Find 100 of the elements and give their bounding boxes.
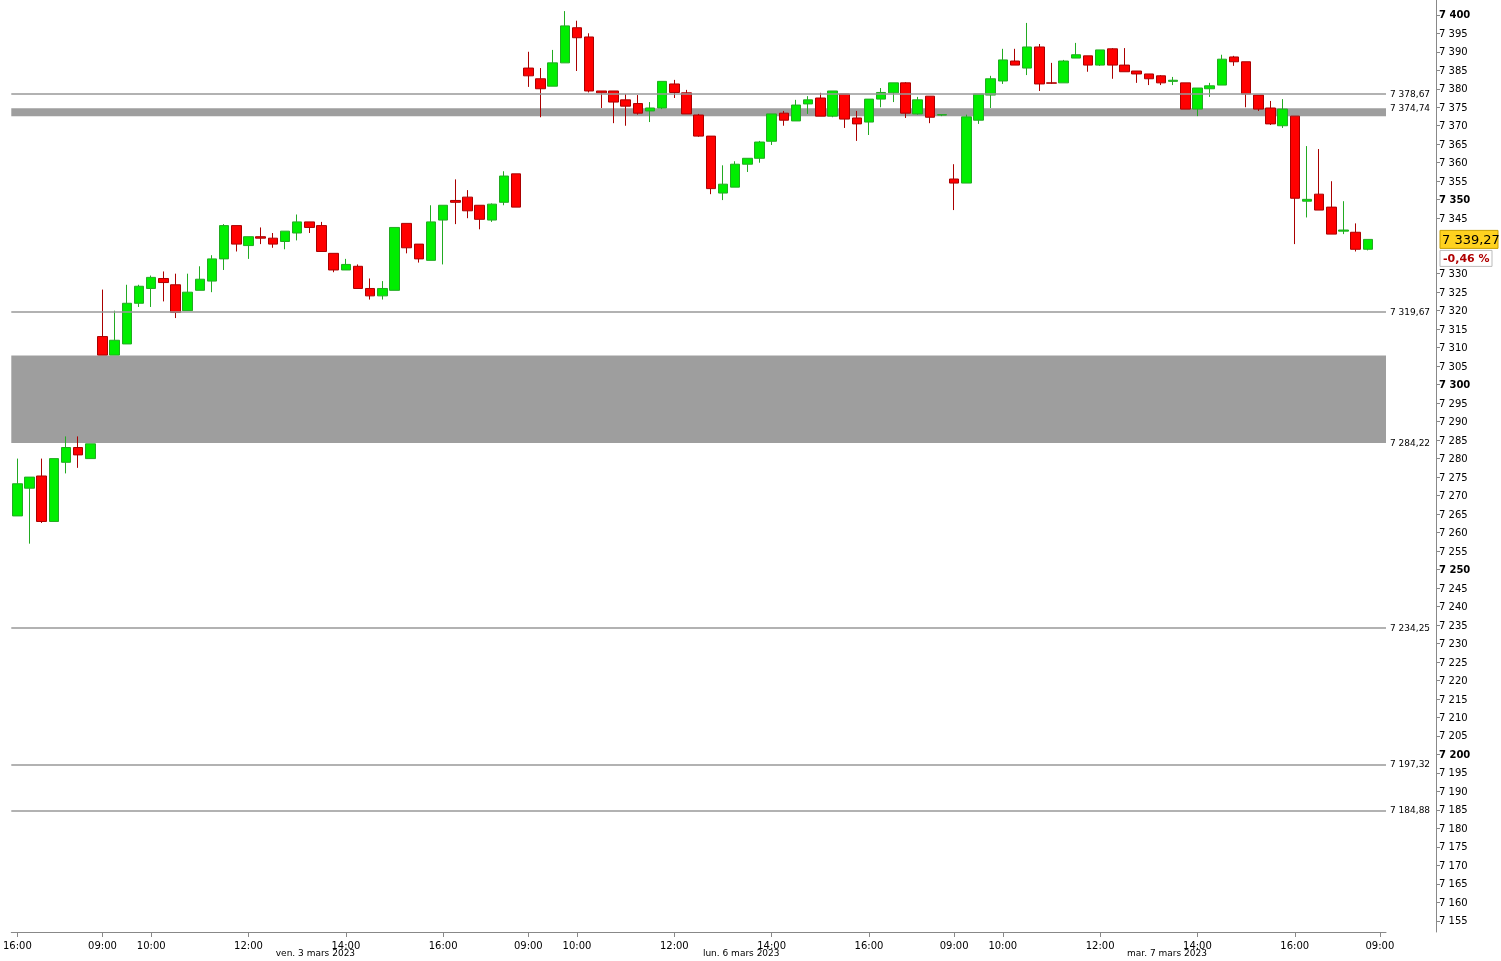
- candlestick: [1326, 180, 1337, 235]
- candlestick: [207, 254, 217, 293]
- candlestick: [852, 110, 862, 142]
- candlestick: [1363, 238, 1373, 251]
- y-tick-label: 7 155: [1439, 915, 1468, 927]
- candlestick: [1156, 74, 1166, 86]
- y-tick-label: 7 345: [1439, 212, 1468, 224]
- candlestick: [61, 435, 71, 474]
- y-tick-label: 7 320: [1439, 305, 1468, 317]
- candlestick: [645, 101, 655, 123]
- x-tick-label: 10:00: [988, 939, 1018, 951]
- y-tick-label: 7 230: [1439, 638, 1468, 650]
- candlestick: [438, 204, 448, 265]
- candlestick: [998, 48, 1008, 85]
- candlestick: [888, 82, 899, 103]
- y-tick-label: 7 325: [1439, 286, 1468, 298]
- candlestick: [633, 94, 643, 116]
- candlestick: [328, 252, 339, 273]
- y-tick-label: 7 275: [1439, 471, 1468, 483]
- candlestick: [401, 222, 412, 254]
- y-tick-label: 7 240: [1439, 601, 1468, 613]
- y-tick-label: 7 310: [1439, 342, 1468, 354]
- candlestick: [49, 458, 59, 522]
- y-tick-label: 7 395: [1439, 27, 1468, 39]
- candlestick: [487, 202, 497, 223]
- y-tick-label: 7 260: [1439, 527, 1468, 539]
- candlestick: [535, 67, 546, 118]
- candlestick: [657, 80, 667, 110]
- candlestick: [718, 164, 728, 201]
- candlestick: [170, 273, 181, 319]
- text: 7 339,27: [1442, 231, 1500, 247]
- candlestick: [426, 204, 436, 261]
- y-tick-label: 7 290: [1439, 416, 1468, 428]
- candlestick: [73, 435, 83, 469]
- y-tick-label: 7 380: [1439, 83, 1468, 95]
- y-tick-label: 7 295: [1439, 397, 1468, 409]
- candlestick: [900, 81, 911, 119]
- candlestick: [839, 93, 850, 129]
- candlestick: [1095, 49, 1105, 67]
- y-tick-label: 7 285: [1439, 434, 1468, 446]
- y-tick-label: 7 170: [1439, 859, 1468, 871]
- candlestick: [231, 225, 242, 252]
- candlestick: [1277, 98, 1288, 129]
- candlestick: [1168, 76, 1178, 86]
- candlestick: [572, 20, 582, 72]
- candlestick: [292, 214, 302, 241]
- x-tick-label: 16:00: [2, 939, 32, 951]
- y-tick-label: 7 270: [1439, 490, 1468, 502]
- candlestick: [1010, 48, 1020, 66]
- x-tick-label: 10:00: [562, 939, 592, 951]
- y-tick-label: 7 400: [1439, 9, 1471, 21]
- y-tick-label: 7 210: [1439, 711, 1468, 723]
- y-tick-label: 7 250: [1439, 564, 1471, 576]
- y-tick-label: 7 225: [1439, 656, 1468, 668]
- y-tick-label: 7 220: [1439, 675, 1468, 687]
- candlestick: [1058, 59, 1069, 84]
- candlestick: [365, 277, 375, 301]
- band-label: 7 284,22: [1390, 438, 1431, 448]
- candlestick: [499, 170, 509, 206]
- x-tick-label: 16:00: [854, 939, 884, 951]
- candlestick: [1290, 115, 1300, 245]
- text: -0,46 %: [1443, 251, 1490, 265]
- candlestick: [134, 284, 144, 308]
- candlestick: [122, 284, 132, 345]
- candlestick: [815, 92, 826, 117]
- candlestick: [949, 163, 959, 211]
- y-tick-label: 7 360: [1439, 157, 1468, 169]
- x-tick-label: 16:00: [428, 939, 458, 951]
- candlestick: [1022, 22, 1032, 76]
- y-tick-label: 7 375: [1439, 101, 1468, 113]
- candlestick: [109, 310, 120, 356]
- candlestick: [937, 114, 947, 117]
- ref-line-label: 7 378,67: [1390, 88, 1431, 99]
- candlestick: [97, 289, 108, 356]
- y-tick-label: 7 385: [1439, 64, 1468, 76]
- candlestick: [353, 263, 363, 289]
- candlestick: [268, 232, 278, 249]
- candlestick: [219, 223, 229, 271]
- candlestick: [1314, 148, 1324, 211]
- x-tick-label: 09:00: [1365, 939, 1395, 951]
- candlestick: [791, 99, 801, 122]
- y-tick-label: 7 255: [1439, 545, 1468, 557]
- candlestick: [511, 173, 521, 208]
- y-tick-label: 7 370: [1439, 120, 1468, 132]
- candlestick: [85, 443, 96, 460]
- y-tick-label: 7 390: [1439, 46, 1468, 58]
- y-tick-label: 7 300: [1439, 379, 1471, 391]
- candlestick: [523, 51, 534, 88]
- y-tick-label: 7 160: [1439, 896, 1468, 908]
- candlestick: [779, 110, 789, 127]
- candlestick: [146, 275, 156, 308]
- ref-line-label: 7 184,88: [1390, 805, 1431, 816]
- y-tick-label: 7 355: [1439, 175, 1468, 187]
- y-tick-label: 7 200: [1439, 748, 1471, 760]
- band-label: 7 374,74: [1390, 103, 1431, 114]
- candlestick: [1144, 73, 1154, 86]
- x-tick-label: 09:00: [939, 939, 969, 951]
- candlestick: [584, 32, 594, 93]
- candlestick: [1083, 55, 1093, 73]
- candlestick: [1302, 145, 1312, 218]
